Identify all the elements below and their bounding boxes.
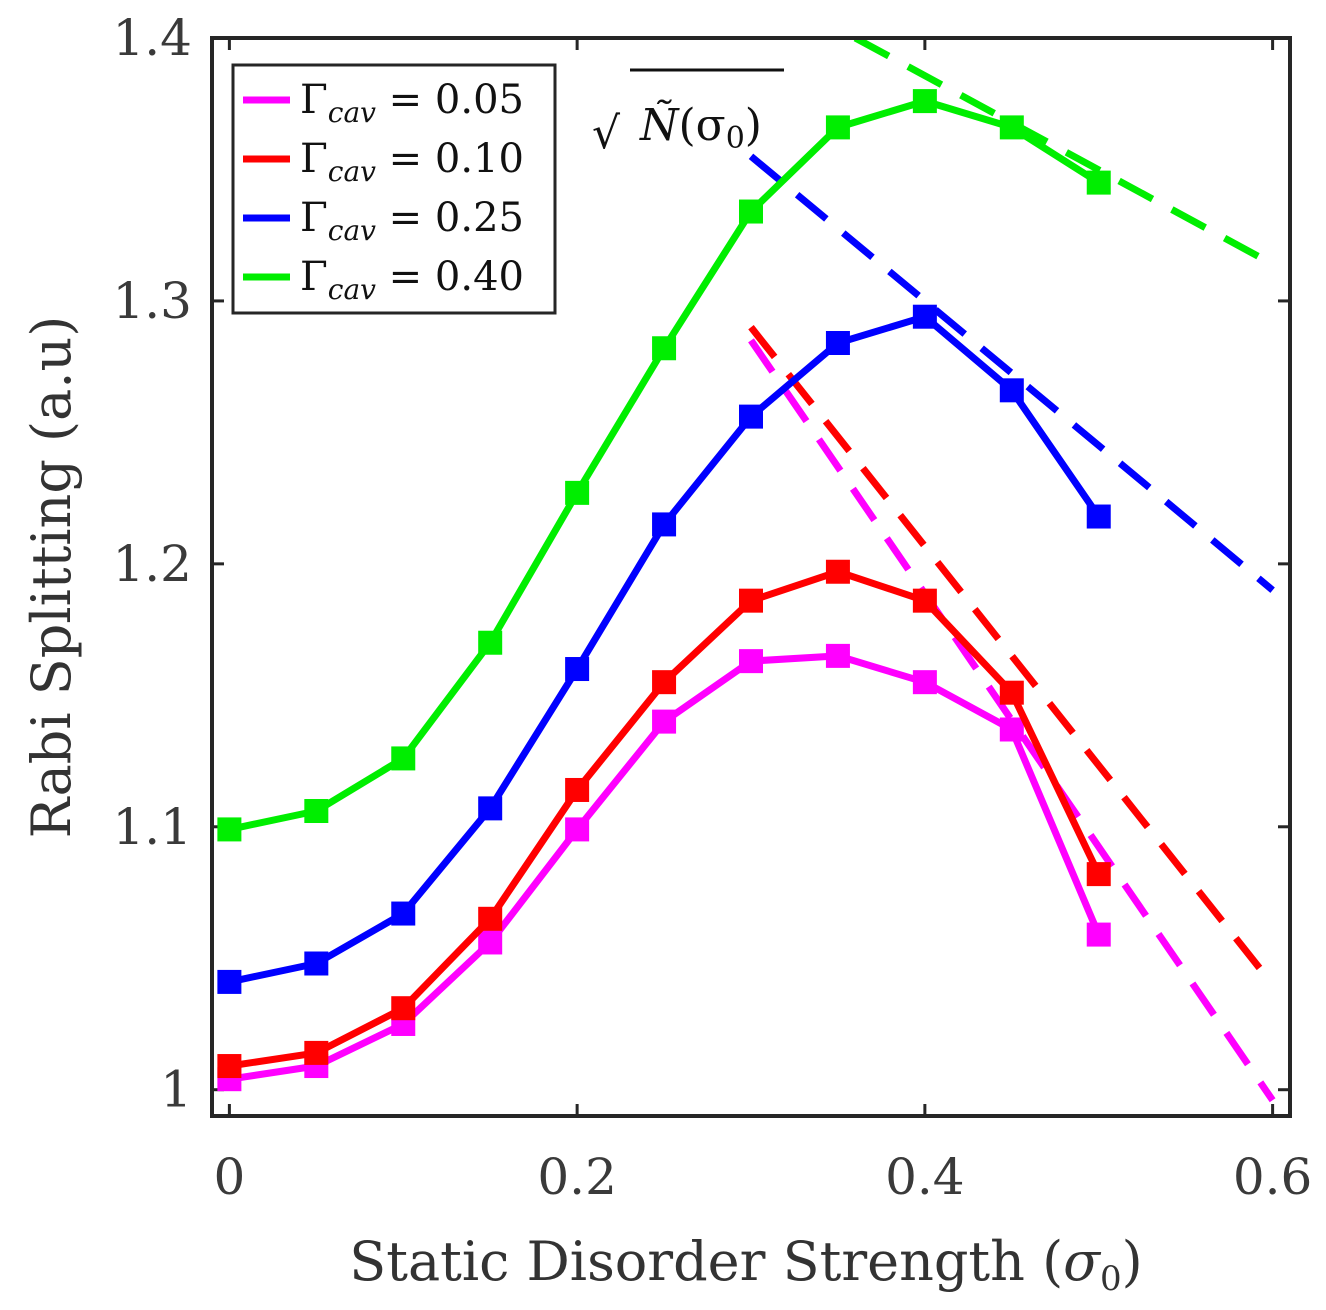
x-tick-label: 0 — [213, 1148, 245, 1206]
marker-010 — [999, 680, 1024, 705]
y-tick-label: 1.2 — [112, 535, 192, 593]
marker-025 — [391, 901, 416, 926]
marker-005 — [1086, 922, 1111, 947]
marker-010 — [1086, 862, 1111, 887]
legend-label: Γcav = 0.25 — [300, 195, 524, 247]
y-tick-label: 1.3 — [112, 272, 192, 330]
marker-025 — [478, 796, 503, 821]
fit-line-005 — [748, 338, 1276, 1103]
sqrt-radical: √ — [592, 108, 621, 159]
x-axis-label: Static Disorder Strength (σ0) — [349, 1230, 1143, 1299]
marker-025 — [565, 657, 590, 682]
y-tick-label: 1.4 — [112, 9, 192, 67]
marker-040 — [304, 799, 329, 824]
marker-040 — [217, 817, 242, 842]
marker-025 — [304, 951, 329, 976]
marker-005 — [478, 930, 503, 955]
marker-005 — [739, 649, 763, 674]
marker-010 — [739, 588, 763, 613]
marker-040 — [565, 480, 590, 505]
fit-line-010 — [748, 325, 1276, 987]
marker-025 — [1086, 504, 1111, 529]
marker-010 — [391, 996, 416, 1021]
x-tick-label: 0.2 — [537, 1148, 617, 1206]
marker-010 — [304, 1040, 329, 1065]
marker-005 — [912, 670, 937, 695]
marker-025 — [912, 304, 937, 329]
marker-025 — [739, 404, 763, 429]
fit-line-040 — [853, 38, 1275, 268]
marker-040 — [739, 199, 763, 224]
legend-box — [231, 63, 557, 315]
marker-040 — [652, 336, 677, 361]
marker-010 — [652, 670, 677, 695]
marker-005 — [565, 817, 590, 842]
x-tick-label: 0.4 — [885, 1148, 965, 1206]
marker-025 — [217, 969, 242, 994]
marker-025 — [999, 378, 1024, 403]
legend-label: Γcav = 0.05 — [300, 77, 524, 129]
marker-005 — [999, 717, 1024, 742]
marker-040 — [912, 89, 937, 114]
legend-label: Γcav = 0.40 — [300, 254, 524, 306]
marker-040 — [1086, 170, 1111, 195]
legend-label: Γcav = 0.10 — [300, 136, 524, 188]
marker-040 — [825, 115, 850, 140]
y-tick-label: 1 — [160, 1061, 192, 1119]
data-series — [217, 89, 1111, 1092]
marker-040 — [391, 746, 416, 771]
marker-010 — [912, 588, 937, 613]
marker-010 — [478, 906, 503, 931]
plot-frame — [210, 36, 1292, 1118]
y-tick-label: 1.1 — [112, 798, 192, 856]
x-tick-label: 0.6 — [1233, 1148, 1313, 1206]
marker-010 — [825, 559, 850, 584]
sqrt-n-annotation: √ Ñ(σ0) — [592, 68, 784, 159]
y-axis-label: Rabi Splitting (a.u) — [20, 316, 83, 839]
tick-labels: 0 0.2 0.4 0.6 1 1.1 1.2 1.3 1.4 — [112, 9, 1312, 1206]
legend: Γcav = 0.05 Γcav = 0.10 Γcav = 0.25 Γcav = … — [231, 63, 557, 315]
marker-010 — [217, 1054, 242, 1079]
sqrt-argument: Ñ(σ0) — [639, 98, 762, 156]
marker-025 — [652, 512, 677, 537]
marker-025 — [825, 330, 850, 355]
series-line-010 — [228, 568, 1102, 1070]
marker-010 — [565, 777, 590, 802]
marker-040 — [999, 115, 1024, 140]
fit-line-025 — [748, 153, 1275, 593]
marker-005 — [825, 643, 850, 668]
marker-040 — [478, 630, 503, 655]
marker-005 — [652, 709, 677, 734]
fit-lines — [748, 38, 1276, 1103]
